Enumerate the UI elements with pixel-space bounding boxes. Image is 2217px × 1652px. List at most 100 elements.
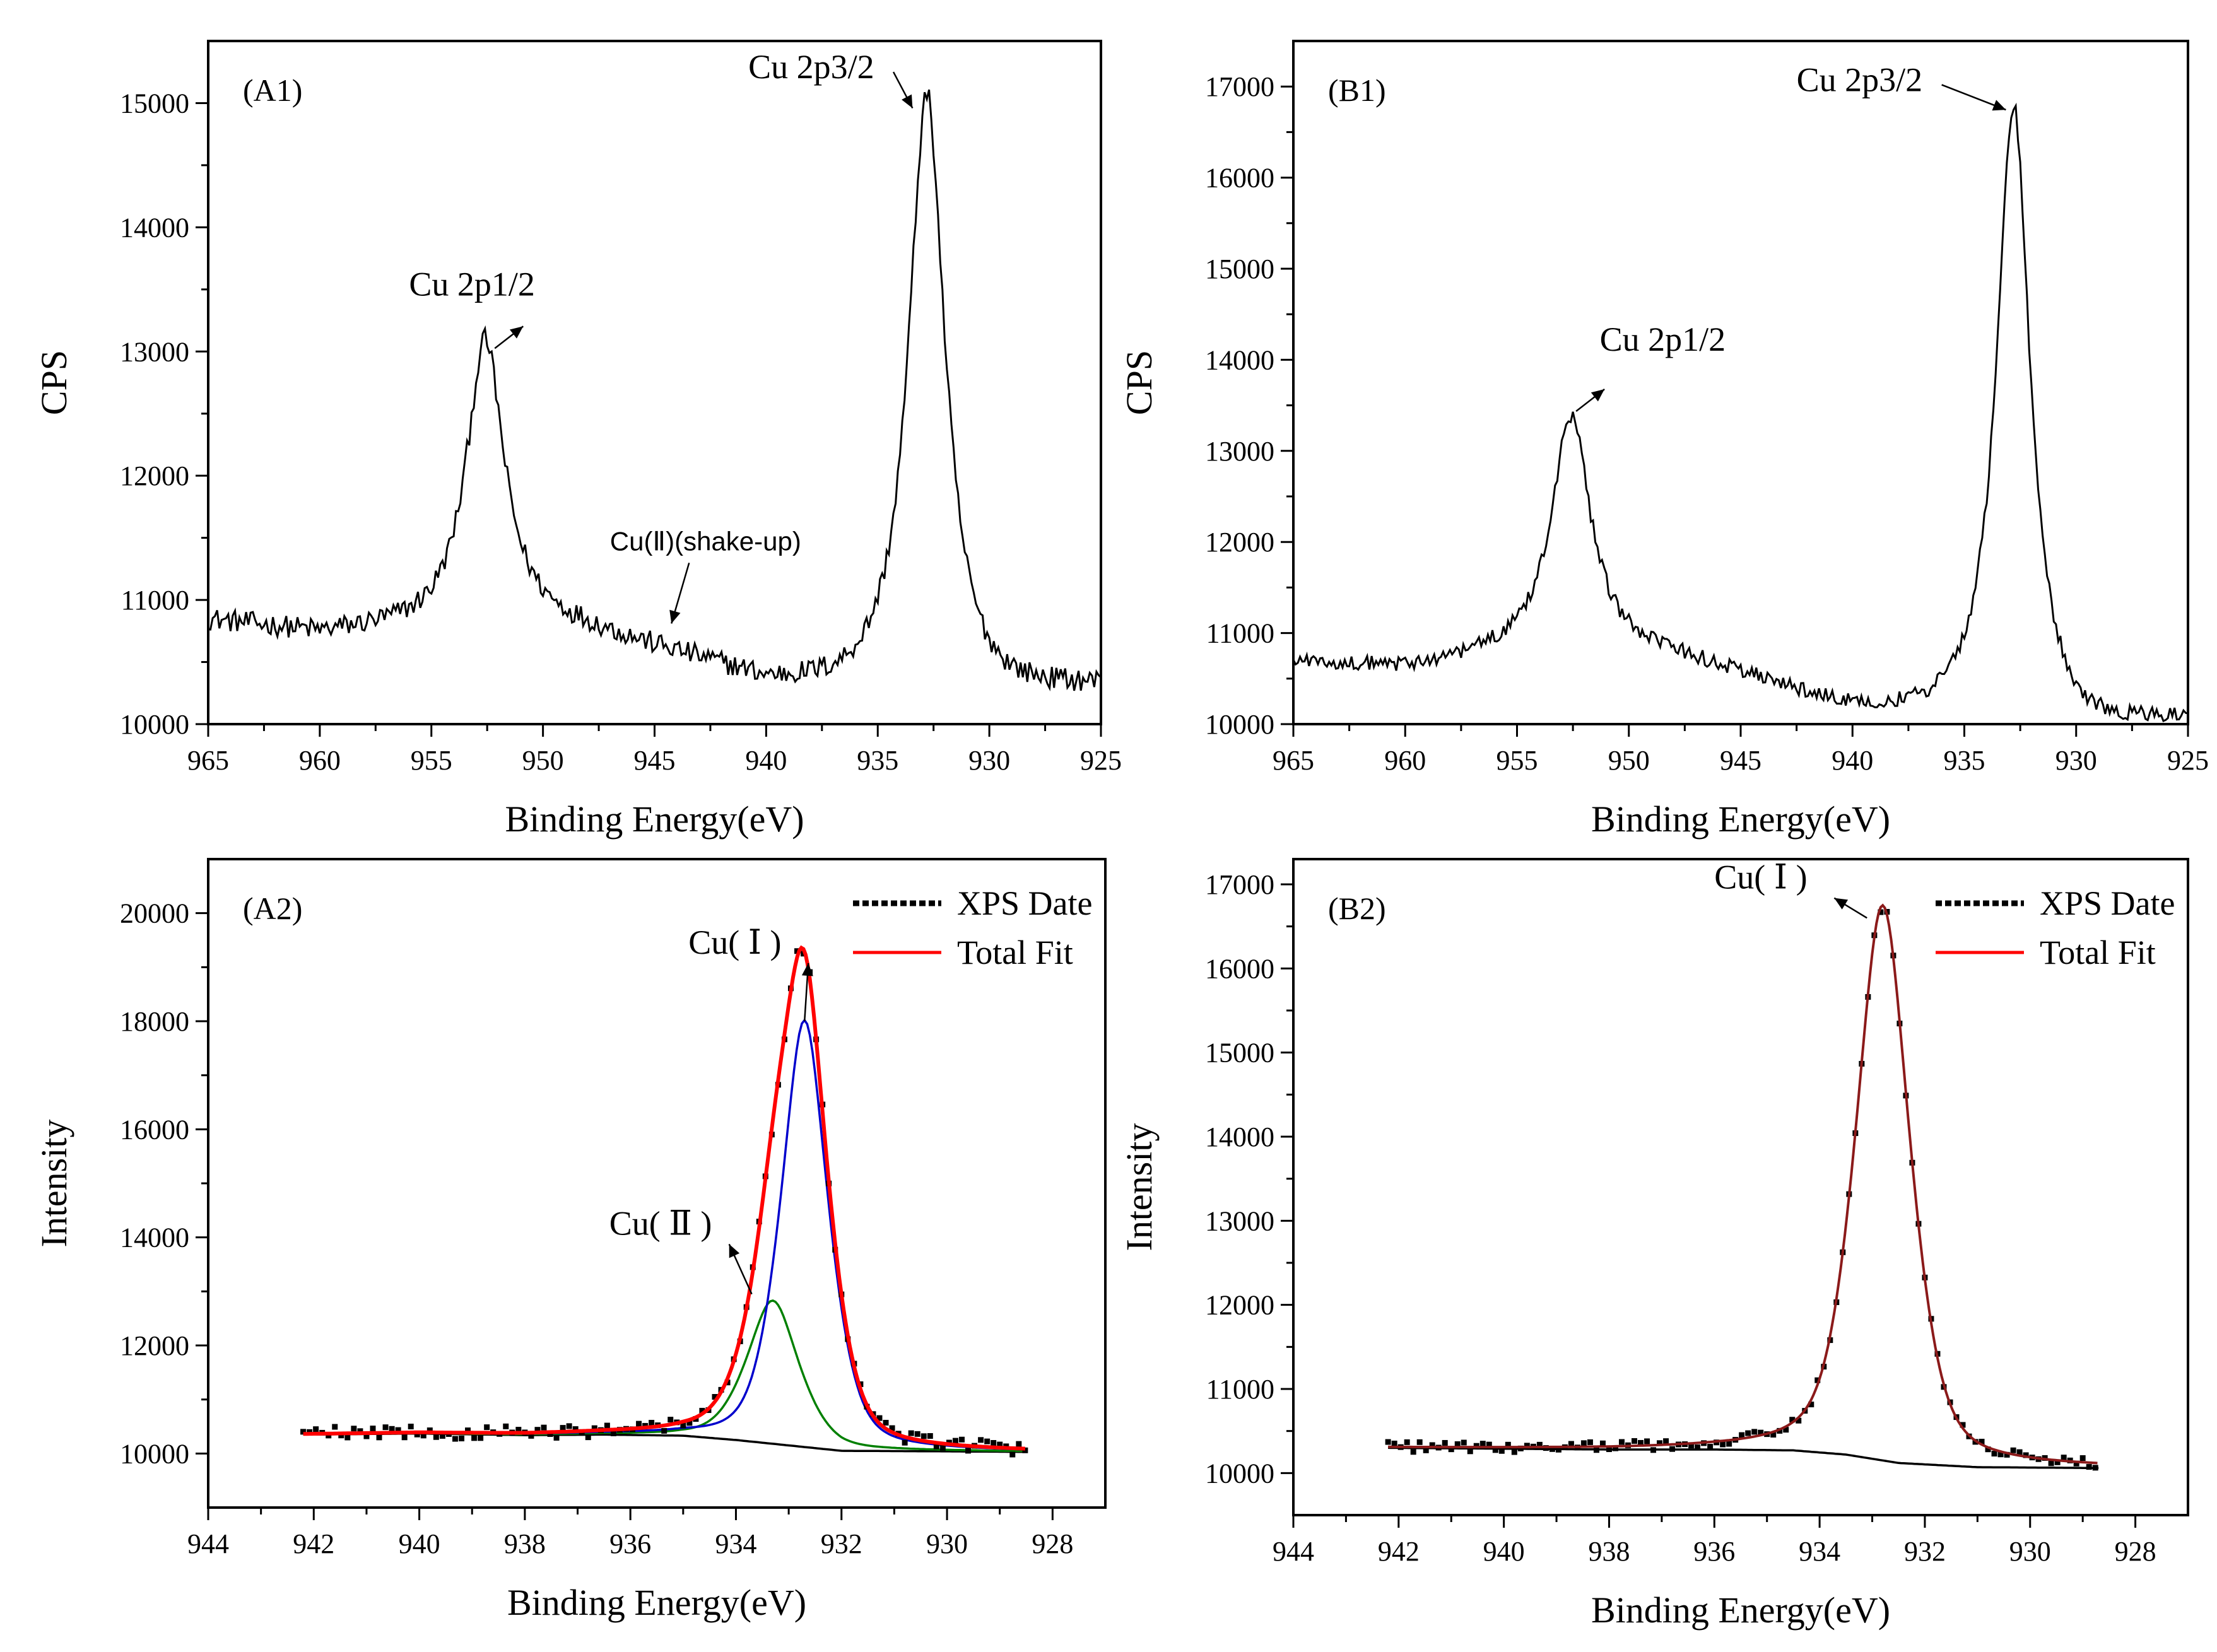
annotation-arrow-head	[729, 1244, 740, 1258]
y-tick-label: 12000	[1205, 527, 1274, 558]
data-point	[1960, 1422, 1966, 1428]
data-point	[1391, 1440, 1397, 1446]
data-point	[1644, 1438, 1650, 1444]
data-point	[401, 1434, 408, 1441]
y-axis-label: Intensity	[33, 1120, 74, 1248]
x-tick-label: 935	[857, 745, 898, 776]
data-point	[313, 1426, 319, 1432]
data-point	[1985, 1446, 1991, 1453]
data-point	[1814, 1377, 1821, 1383]
data-point	[591, 1425, 597, 1431]
data-point	[1796, 1417, 1802, 1424]
data-point	[572, 1426, 579, 1432]
spectrum-line	[1292, 102, 2189, 722]
data-point	[1593, 1447, 1599, 1453]
data-point	[1707, 1443, 1714, 1450]
annotation-label: Cu 2p3/2	[748, 48, 874, 86]
data-point	[351, 1426, 357, 1432]
x-tick-label: 934	[715, 1528, 756, 1559]
data-point	[1688, 1443, 1695, 1449]
y-axis-label: Intensity	[1119, 1123, 1160, 1251]
background-line	[1388, 1446, 2099, 1470]
panel-label: (B2)	[1328, 891, 1386, 926]
total-fit-line	[303, 945, 1025, 1451]
data-point	[1745, 1430, 1751, 1436]
data-point	[515, 1427, 522, 1433]
data-point	[1549, 1446, 1555, 1452]
data-point	[326, 1432, 332, 1439]
y-tick-label: 18000	[120, 1006, 189, 1037]
x-tick-label: 950	[522, 745, 564, 776]
data-point	[889, 1425, 895, 1431]
data-point	[1997, 1451, 2004, 1458]
data-point	[1517, 1445, 1524, 1451]
y-tick-label: 20000	[120, 898, 189, 929]
data-point	[958, 1436, 965, 1443]
data-point	[1442, 1439, 1448, 1446]
data-point	[1783, 1427, 1789, 1433]
x-tick-label: 938	[1588, 1536, 1630, 1567]
data-point	[2023, 1452, 2029, 1458]
data-point	[1751, 1429, 1758, 1435]
x-tick-label: 930	[2055, 745, 2097, 776]
data-point	[1777, 1427, 1783, 1434]
data-point	[661, 1427, 667, 1434]
x-tick-label: 960	[299, 745, 341, 776]
legend-label: XPS Date	[2040, 884, 2175, 922]
data-point	[541, 1424, 547, 1431]
annotation-label: Cu 2p1/2	[1600, 320, 1726, 358]
y-tick-label: 12000	[120, 460, 189, 491]
data-point	[395, 1427, 401, 1433]
data-point	[1505, 1441, 1511, 1448]
x-tick-label: 936	[1693, 1536, 1735, 1567]
data-point	[1606, 1446, 1612, 1453]
x-tick-label: 944	[187, 1528, 229, 1559]
data-point	[876, 1415, 883, 1421]
x-tick-label: 945	[1720, 745, 1761, 776]
annotation-arrow-head	[1591, 389, 1605, 402]
x-tick-label: 965	[1273, 745, 1314, 776]
data-point	[1632, 1438, 1638, 1444]
data-point	[939, 1444, 946, 1451]
total-fit-line	[1388, 903, 2098, 1465]
y-tick-label: 15000	[120, 88, 189, 119]
data-point	[1511, 1449, 1517, 1455]
data-point	[2016, 1449, 2023, 1455]
y-tick-label: 14000	[1205, 1122, 1274, 1152]
data-point	[1612, 1445, 1618, 1451]
data-point	[433, 1434, 439, 1440]
data-point	[459, 1435, 465, 1441]
data-point	[914, 1431, 920, 1437]
data-point	[357, 1428, 363, 1434]
data-point	[1618, 1439, 1625, 1445]
data-point	[952, 1438, 958, 1444]
annotation-arrow-head	[801, 963, 813, 976]
data-point	[1555, 1446, 1561, 1453]
annotation-arrow-head	[669, 609, 681, 624]
data-point	[2086, 1464, 2092, 1470]
data-point	[332, 1424, 338, 1430]
data-point	[1009, 1451, 1016, 1458]
data-point	[1657, 1440, 1663, 1446]
data-point	[1720, 1441, 1726, 1448]
annotation-label: Cu( Ⅰ )	[688, 923, 781, 961]
x-tick-label: 932	[821, 1528, 862, 1559]
data-point	[426, 1427, 433, 1434]
data-point	[1991, 1451, 1997, 1457]
y-tick-label: 10000	[1205, 1458, 1274, 1489]
data-point	[927, 1433, 933, 1439]
data-point	[1739, 1432, 1745, 1438]
data-point	[667, 1417, 674, 1423]
data-point	[1486, 1441, 1492, 1448]
y-tick-label: 11000	[1206, 618, 1274, 649]
y-tick-label: 15000	[1205, 1038, 1274, 1069]
data-point	[908, 1430, 914, 1436]
y-tick-label: 12000	[1205, 1290, 1274, 1321]
data-point	[1650, 1447, 1657, 1453]
data-point	[439, 1432, 445, 1439]
data-point	[2010, 1447, 2016, 1453]
x-tick-label: 938	[504, 1528, 546, 1559]
panel-label: (A2)	[243, 891, 302, 926]
y-tick-label: 11000	[1206, 1374, 1274, 1405]
data-point	[370, 1426, 376, 1432]
